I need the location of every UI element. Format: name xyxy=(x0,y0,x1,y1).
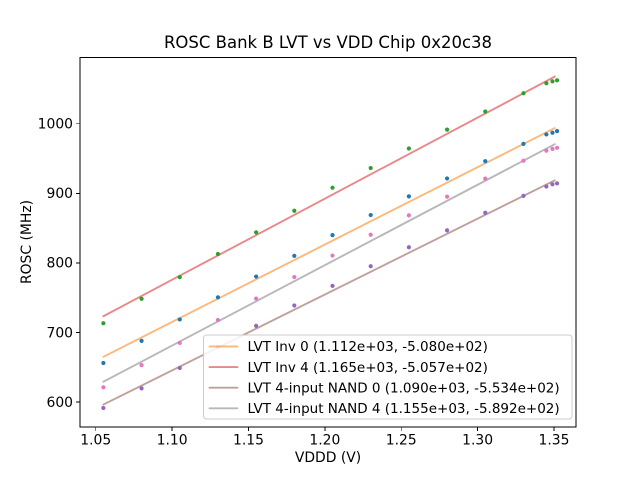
scatter-point-lvt-4-input-nand-4 xyxy=(254,296,259,301)
scatter-point-lvt-4-input-nand-0 xyxy=(483,210,488,215)
scatter-point-lvt-inv-4 xyxy=(368,165,373,171)
scatter-point-lvt-inv-4 xyxy=(254,230,259,235)
scatter-point-lvt-4-input-nand-0 xyxy=(101,405,106,411)
scatter-point-lvt-inv-4 xyxy=(101,321,106,326)
scatter-point-lvt-inv-0 xyxy=(483,159,488,164)
scatter-point-lvt-4-input-nand-4 xyxy=(330,253,335,258)
scatter-point-lvt-inv-4 xyxy=(544,81,549,86)
fit-line-lvt-inv-4 xyxy=(102,75,556,318)
legend-entry-lvt-inv-0: LVT Inv 0 (1.112e+03, -5.080e+02) xyxy=(248,339,488,355)
scatter-point-lvt-inv-4 xyxy=(406,146,411,151)
scatter-point-lvt-inv-0 xyxy=(330,232,335,238)
scatter-point-lvt-4-input-nand-0 xyxy=(521,193,526,199)
x-tick-label: 1.25 xyxy=(386,433,417,449)
x-tick-label: 1.10 xyxy=(157,433,188,449)
scatter-point-lvt-4-input-nand-0 xyxy=(554,181,560,186)
scatter-point-lvt-inv-4 xyxy=(215,251,221,257)
legend-box xyxy=(203,334,573,420)
scatter-point-lvt-inv-0 xyxy=(292,253,297,258)
legend-entry-lvt-4-input-nand-4: LVT 4-input NAND 4 (1.155e+03, -5.892e+0… xyxy=(248,401,560,417)
x-tick-label: 1.30 xyxy=(462,433,493,449)
legend-entry-lvt-4-input-nand-0: LVT 4-input NAND 0 (1.090e+03, -5.534e+0… xyxy=(248,380,560,396)
scatter-point-lvt-4-input-nand-0 xyxy=(254,323,259,328)
scatter-point-lvt-4-input-nand-0 xyxy=(544,184,549,189)
scatter-point-lvt-4-input-nand-0 xyxy=(330,283,335,288)
fit-line-lvt-inv-0 xyxy=(102,127,556,358)
y-tick-label: 800 xyxy=(46,256,73,272)
scatter-point-lvt-inv-0 xyxy=(554,129,560,134)
scatter-point-lvt-4-input-nand-0 xyxy=(177,365,182,371)
scatter-point-lvt-inv-4 xyxy=(483,109,488,114)
scatter-point-lvt-inv-0 xyxy=(101,360,106,366)
x-tick-label: 1.20 xyxy=(309,433,340,449)
scatter-point-lvt-4-input-nand-4 xyxy=(483,176,488,181)
chart-title: ROSC Bank B LVT vs VDD Chip 0x20c38 xyxy=(163,33,493,52)
x-tick-label: 1.35 xyxy=(539,433,570,449)
scatter-point-lvt-inv-4 xyxy=(550,79,555,84)
scatter-point-lvt-inv-4 xyxy=(521,91,526,96)
scatter-point-lvt-inv-0 xyxy=(254,274,259,279)
scatter-point-lvt-inv-4 xyxy=(330,185,335,190)
scatter-point-lvt-4-input-nand-4 xyxy=(406,213,411,218)
x-tick-label: 1.15 xyxy=(233,433,264,449)
scatter-point-lvt-4-input-nand-4 xyxy=(550,146,555,151)
scatter-point-lvt-inv-0 xyxy=(444,176,450,181)
scatter-point-lvt-inv-0 xyxy=(550,130,555,135)
scatter-point-lvt-4-input-nand-4 xyxy=(177,340,182,346)
y-tick-label: 900 xyxy=(46,186,73,202)
scatter-point-lvt-inv-4 xyxy=(554,78,560,83)
scatter-point-lvt-inv-4 xyxy=(444,127,450,132)
scatter-point-lvt-4-input-nand-4 xyxy=(139,363,144,368)
scatter-point-lvt-4-input-nand-4 xyxy=(554,145,560,150)
scatter-point-lvt-4-input-nand-4 xyxy=(368,232,373,237)
scatter-point-lvt-4-input-nand-0 xyxy=(292,303,297,308)
scatter-point-lvt-inv-0 xyxy=(177,317,182,322)
legend-entry-lvt-inv-4: LVT Inv 4 (1.165e+03, -5.057e+02) xyxy=(248,360,488,376)
scatter-point-lvt-4-input-nand-4 xyxy=(215,317,221,323)
scatter-point-lvt-4-input-nand-4 xyxy=(292,274,297,280)
scatter-point-lvt-inv-0 xyxy=(521,141,526,147)
scatter-point-lvt-4-input-nand-0 xyxy=(406,245,411,250)
scatter-point-lvt-inv-4 xyxy=(139,296,144,301)
x-tick-label: 1.05 xyxy=(80,433,111,449)
scatter-point-lvt-inv-0 xyxy=(215,295,221,300)
scatter-point-lvt-4-input-nand-4 xyxy=(544,148,549,153)
scatter-point-lvt-4-input-nand-4 xyxy=(444,194,450,199)
scatter-point-lvt-inv-0 xyxy=(544,132,549,137)
y-axis-label: ROSC (MHz) xyxy=(19,199,35,285)
scatter-point-lvt-inv-0 xyxy=(139,338,144,343)
scatter-point-lvt-4-input-nand-0 xyxy=(368,264,373,269)
plot-frame xyxy=(79,57,577,428)
scatter-point-lvt-inv-0 xyxy=(406,194,411,199)
y-tick-label: 600 xyxy=(46,395,73,411)
scatter-point-lvt-4-input-nand-0 xyxy=(550,182,555,187)
scatter-point-lvt-inv-4 xyxy=(177,275,182,280)
y-tick-label: 1000 xyxy=(38,117,73,133)
scatter-point-lvt-4-input-nand-4 xyxy=(101,385,106,390)
scatter-point-lvt-4-input-nand-0 xyxy=(139,386,144,391)
scatter-point-lvt-4-input-nand-4 xyxy=(521,158,526,163)
x-axis-label: VDDD (V) xyxy=(294,450,362,466)
scatter-point-lvt-4-input-nand-0 xyxy=(444,228,450,233)
scatter-point-lvt-inv-0 xyxy=(368,212,373,218)
y-tick-label: 700 xyxy=(46,325,73,341)
scatter-point-lvt-inv-4 xyxy=(292,208,297,213)
